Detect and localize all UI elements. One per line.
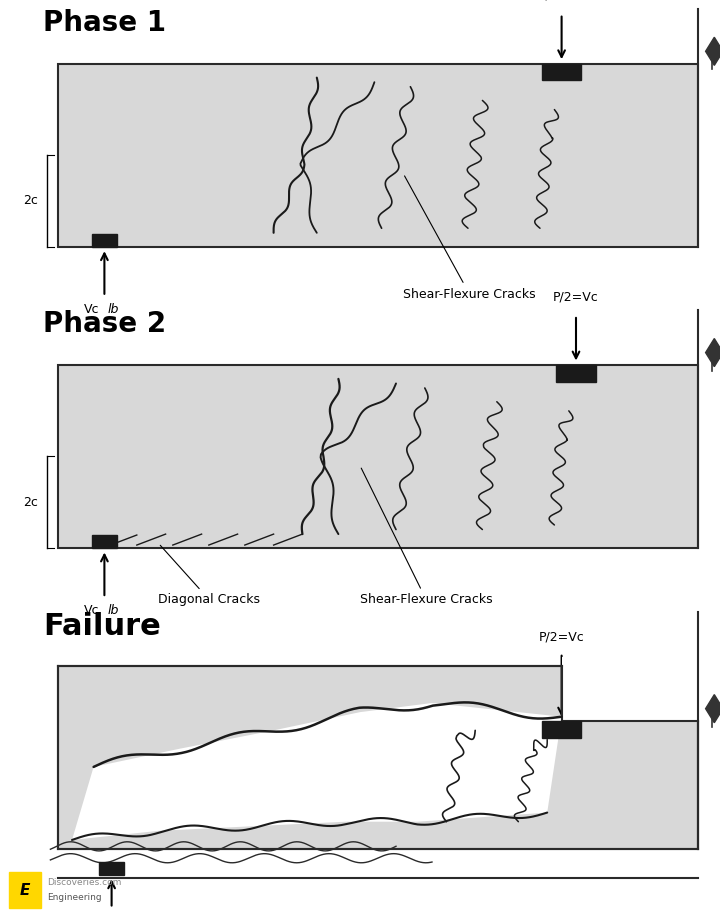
- Bar: [58, 666, 698, 849]
- FancyBboxPatch shape: [9, 872, 41, 908]
- Text: P/2=Vc: P/2=Vc: [539, 631, 585, 644]
- Polygon shape: [706, 37, 720, 66]
- Bar: [99, 862, 125, 875]
- Text: Engineering: Engineering: [47, 893, 102, 902]
- Bar: [92, 234, 117, 247]
- Bar: [58, 64, 698, 247]
- Text: P/2=Vc: P/2=Vc: [553, 290, 599, 303]
- Polygon shape: [706, 339, 720, 367]
- Text: Vc: Vc: [84, 604, 100, 617]
- Text: Discoveries.com: Discoveries.com: [47, 878, 121, 887]
- Bar: [542, 64, 582, 80]
- Text: lb: lb: [108, 604, 120, 617]
- Text: P/2=Vc: P/2=Vc: [539, 0, 585, 2]
- Text: Shear-Flexure Cracks: Shear-Flexure Cracks: [403, 176, 536, 300]
- Text: Vc: Vc: [84, 303, 100, 316]
- Bar: [58, 365, 698, 548]
- Text: 2c: 2c: [23, 194, 38, 207]
- Text: Diagonal Cracks: Diagonal Cracks: [158, 545, 261, 606]
- Polygon shape: [706, 695, 720, 723]
- Text: E: E: [20, 883, 30, 897]
- Text: 2c: 2c: [23, 496, 38, 509]
- Bar: [557, 365, 596, 382]
- Bar: [562, 657, 706, 721]
- Polygon shape: [72, 703, 562, 840]
- Text: lb: lb: [108, 303, 120, 316]
- Text: Phase 2: Phase 2: [43, 310, 166, 339]
- Text: Shear-Flexure Cracks: Shear-Flexure Cracks: [360, 468, 492, 606]
- Text: Failure: Failure: [43, 612, 161, 641]
- Text: Phase 1: Phase 1: [43, 9, 166, 37]
- Bar: [542, 721, 582, 738]
- Bar: [92, 535, 117, 548]
